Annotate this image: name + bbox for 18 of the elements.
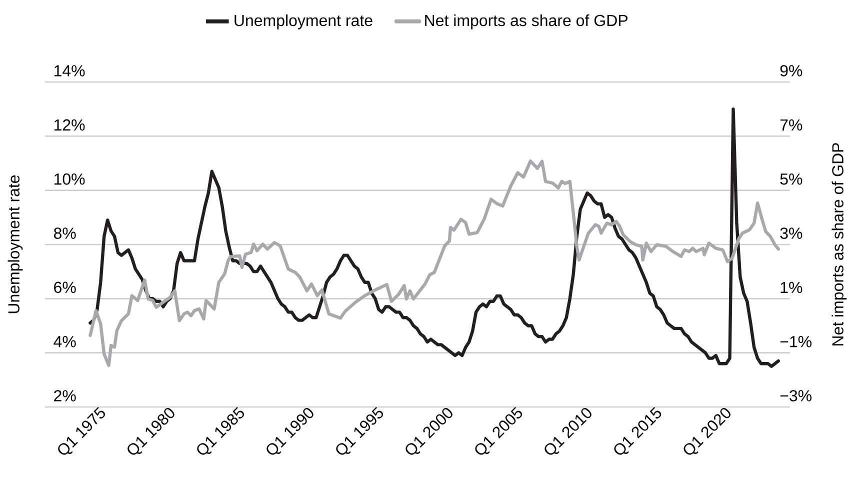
y-tick-label: 12% [54,119,85,131]
y-tick-label: 14% [54,65,85,76]
y2-tick-label: −3% [780,390,812,402]
legend-label: Net imports as share of GDP [425,14,628,30]
y2-tick-label: 1% [780,282,802,294]
y-tick-label: 6% [54,282,76,294]
y2-axis-title: Net imports as share of GDP [832,143,847,346]
y2-tick-label: −1% [780,336,812,348]
y-axis-title: Unemployment rate [8,175,23,314]
y-tick-label: 4% [54,336,76,348]
y2-tick-label: 9% [780,65,802,76]
y2-tick-label: 7% [780,119,802,131]
y-tick-label: 8% [54,228,76,239]
y2-tick-label: 3% [780,228,802,239]
legend-label: Unemployment rate [234,14,372,30]
y-tick-label: 2% [54,390,76,402]
y-tick-label: 10% [54,173,85,185]
y2-tick-label: 5% [780,173,802,185]
